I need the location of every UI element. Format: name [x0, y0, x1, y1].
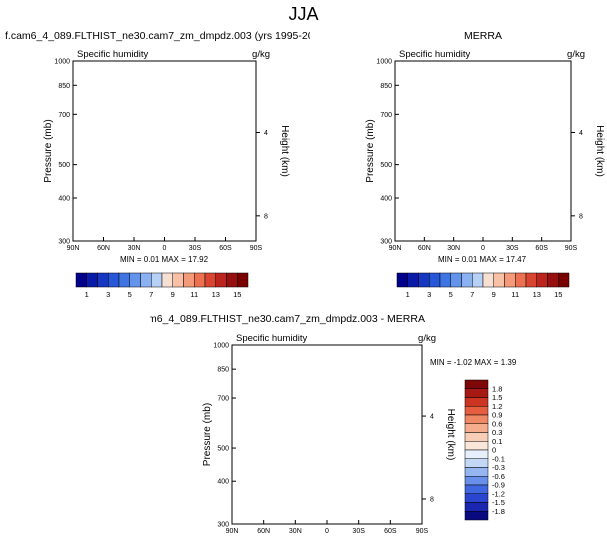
y-tick-label: 1000 [54, 59, 70, 66]
subtitle-variable: Specific humidity [77, 49, 149, 60]
x-tick-label: 0 [163, 245, 167, 252]
colorbar-box [194, 272, 206, 288]
colorbar-box [75, 272, 87, 288]
y-tick-label: 500 [58, 162, 70, 169]
colorbar-box [108, 272, 120, 288]
colorbar-box [86, 272, 98, 288]
colorbar-box [161, 272, 173, 288]
colorbar-box [140, 272, 152, 288]
max-value: 17.92 [188, 255, 209, 264]
x-tick-label: 60N [97, 245, 110, 252]
y-tick-label: 850 [58, 83, 70, 90]
max-label: MAX = [162, 255, 188, 264]
panel-title: f.cam6_4_089.FLTHIST_ne30.cam7_zm_dmpdz.… [5, 30, 310, 42]
colorbar-box [129, 272, 141, 288]
x-tick-label: 90N [67, 245, 80, 252]
stats-text: MIN = 0.01 MAX = 17.92 [120, 255, 209, 264]
y-tick-label: 400 [58, 195, 70, 202]
page-title: JJA [288, 4, 319, 24]
colorbar-box [118, 272, 130, 288]
colorbar-box [97, 272, 109, 288]
colorbar-label: 13 [212, 290, 220, 299]
min-value: 0.01 [144, 255, 162, 264]
x-tick-label: 60S [219, 245, 232, 252]
panel-model: f.cam6_4_089.FLTHIST_ne30.cam7_zm_dmpdz.… [5, 30, 310, 299]
height-tick-label: 4 [264, 130, 268, 137]
colorbar-label: 7 [149, 290, 153, 299]
colorbar-box [215, 272, 227, 288]
colorbar-label: 11 [190, 290, 198, 299]
x-tick-label: 30N [128, 245, 141, 252]
panel-title: MERRA [464, 30, 502, 42]
colorbar-label: 9 [171, 290, 175, 299]
height-tick-label: 8 [264, 213, 268, 220]
y-axis-label: Pressure (mb) [43, 119, 54, 182]
colorbar-label: 1 [85, 290, 89, 299]
x-tick-label: 90S [250, 245, 263, 252]
subtitle-units: g/kg [252, 49, 270, 60]
subtitle-variable: Specific humidity [399, 49, 471, 60]
colorbar-label: 3 [106, 290, 110, 299]
subtitle-units: g/kg [567, 49, 585, 60]
min-label: MIN = [120, 255, 144, 264]
colorbar-label: 15 [233, 290, 241, 299]
y-tick-label: 700 [58, 112, 70, 119]
colorbar-box [151, 272, 163, 288]
plot-frame [72, 60, 257, 242]
colorbar-box [172, 272, 184, 288]
colorbar-label: 5 [128, 290, 132, 299]
colorbar-box [204, 272, 216, 288]
colorbar-box [226, 272, 238, 288]
colorbar-box [183, 272, 195, 288]
y-right-axis-label: Height (km) [279, 125, 290, 177]
y-tick-label: 300 [58, 239, 70, 246]
colorbar-box [237, 272, 249, 288]
x-tick-label: 30S [189, 245, 202, 252]
